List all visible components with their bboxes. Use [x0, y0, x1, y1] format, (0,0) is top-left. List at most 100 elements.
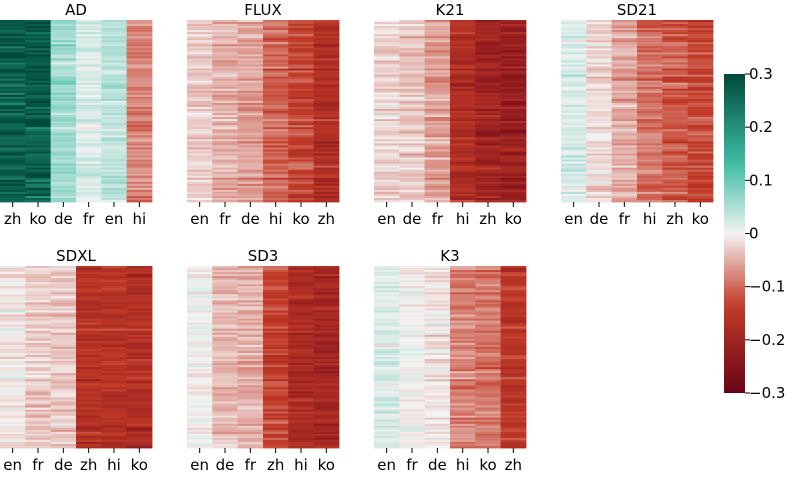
heatmap-cell — [561, 40, 587, 43]
heatmap-cell — [399, 322, 426, 326]
heatmap-cell — [424, 137, 451, 140]
heatmap-cell — [500, 74, 527, 78]
heatmap-cell — [187, 173, 213, 177]
heatmap-cell — [50, 155, 77, 158]
heatmap-cell — [187, 139, 213, 142]
heatmap-cell — [662, 165, 689, 169]
heatmap-cell — [374, 106, 400, 110]
heatmap-cell — [500, 72, 527, 75]
heatmap-cell — [0, 417, 26, 421]
heatmap-cell — [101, 131, 128, 134]
heatmap-cell — [25, 411, 52, 415]
heatmap-cell — [212, 62, 239, 65]
heatmap-cell — [237, 137, 264, 140]
heatmap-cell — [637, 181, 663, 185]
heatmap-cell — [187, 371, 213, 374]
heatmap-cell — [288, 278, 315, 281]
heatmap-cell — [313, 322, 340, 326]
heatmap-cell — [424, 405, 451, 408]
heatmap-cell — [101, 363, 128, 366]
heatmap-cell — [611, 185, 638, 189]
heatmap-cell — [313, 72, 340, 75]
heatmap-cell — [187, 191, 213, 195]
heatmap-cell — [25, 383, 52, 386]
heatmap-cell — [25, 304, 52, 307]
heatmap-cell — [313, 195, 340, 199]
heatmap-cell — [288, 361, 315, 364]
heatmap-cell — [187, 298, 213, 301]
heatmap-cell — [50, 165, 77, 169]
heatmap-cell — [424, 56, 451, 59]
heatmap-cell — [374, 401, 400, 404]
heatmap-cell — [237, 385, 264, 388]
heatmap-cell — [374, 151, 400, 154]
heatmap-cell — [662, 94, 689, 98]
heatmap-cell — [424, 64, 451, 67]
heatmap-cell — [374, 199, 400, 203]
heatmap-cell — [25, 437, 52, 441]
heatmap-cell — [687, 92, 714, 96]
heatmap-cell — [475, 304, 502, 307]
heatmap-cell — [76, 54, 102, 57]
heatmap-cell — [500, 38, 527, 41]
heatmap-cell — [25, 320, 52, 324]
heatmap-cell — [424, 389, 451, 392]
heatmap-cell — [263, 100, 289, 104]
heatmap-cell — [126, 195, 153, 199]
heatmap-cell — [76, 48, 102, 51]
heatmap-cell — [399, 48, 426, 51]
heatmap-cell — [561, 108, 587, 112]
heatmap-cell — [237, 419, 264, 423]
heatmap-cell — [475, 70, 502, 73]
heatmap-cell — [101, 193, 128, 197]
heatmap-cell — [212, 72, 239, 75]
heatmap-cell — [25, 137, 52, 140]
heatmap-cell — [0, 149, 26, 152]
heatmap-cell — [101, 68, 128, 71]
heatmap-cell — [76, 334, 102, 338]
heatmap-cell — [586, 185, 613, 189]
heatmap-cell — [0, 191, 26, 195]
heatmap-cell — [475, 145, 502, 148]
heatmap-cell — [25, 369, 52, 372]
heatmap-cell — [263, 330, 289, 334]
heatmap-cell — [399, 199, 426, 203]
heatmap-cell — [313, 278, 340, 281]
heatmap-cell — [662, 153, 689, 156]
heatmap-cell — [313, 423, 340, 427]
heatmap-cell — [187, 20, 213, 23]
heatmap-cell — [611, 167, 638, 171]
heatmap-cell — [0, 365, 26, 368]
heatmap-cell — [0, 361, 26, 364]
heatmap-cell — [561, 113, 587, 116]
x-tick-label: fr — [432, 210, 444, 228]
heatmap-cell — [500, 445, 527, 449]
heatmap-cell — [0, 155, 26, 158]
heatmap-cell — [237, 104, 264, 108]
heatmap-cell — [450, 296, 476, 299]
heatmap-cell — [374, 270, 400, 273]
heatmap-cell — [263, 359, 289, 362]
heatmap-cell — [637, 131, 663, 134]
heatmap-cell — [424, 377, 451, 380]
heatmap-cell — [0, 373, 26, 376]
heatmap-cell — [76, 88, 102, 92]
heatmap-cell — [187, 181, 213, 185]
heatmap-cell — [288, 195, 315, 199]
heatmap-cell — [212, 443, 239, 447]
heatmap-cell — [50, 439, 77, 443]
heatmap-cell — [101, 377, 128, 380]
heatmap-cell — [76, 98, 102, 102]
heatmap-cell — [687, 185, 714, 189]
heatmap-cell — [187, 346, 213, 350]
heatmap-cell — [561, 64, 587, 67]
heatmap-cell — [399, 393, 426, 396]
heatmap-cell — [212, 96, 239, 100]
heatmap-cell — [126, 316, 153, 319]
heatmap-cell — [561, 179, 587, 183]
heatmap-cell — [237, 149, 264, 152]
heatmap-cell — [0, 26, 26, 29]
heatmap-cell — [76, 90, 102, 94]
heatmap-cell — [212, 44, 239, 47]
